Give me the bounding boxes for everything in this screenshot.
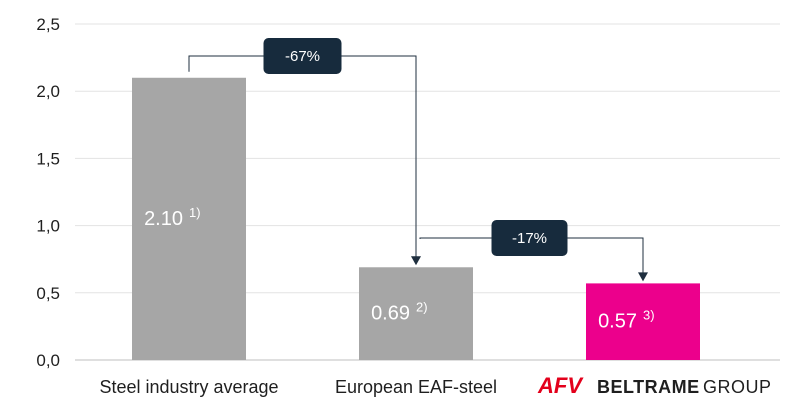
logo-brand-text: BELTRAME bbox=[597, 377, 700, 397]
callouts: -67% -17% bbox=[188, 38, 648, 282]
bar-footnote-marker: 1) bbox=[189, 205, 201, 220]
callout-arrowhead bbox=[411, 256, 421, 266]
bar-footnote-marker: 2) bbox=[416, 300, 428, 315]
y-tick-label: 0,0 bbox=[36, 351, 60, 370]
logo-group-text: GROUP bbox=[703, 377, 772, 397]
bar-footnote-marker: 3) bbox=[643, 308, 655, 323]
x-axis: Steel industry average European EAF-steel bbox=[99, 377, 497, 397]
callout-box bbox=[263, 38, 342, 74]
callout-box bbox=[491, 220, 568, 256]
category-label: European EAF-steel bbox=[335, 377, 497, 397]
bar bbox=[359, 267, 473, 360]
bar bbox=[586, 283, 700, 360]
y-tick-label: 0,5 bbox=[36, 284, 60, 303]
beltrame-logo: AFV BELTRAME GROUP bbox=[537, 373, 772, 398]
category-label: Steel industry average bbox=[99, 377, 278, 397]
callout-label: -17% bbox=[512, 230, 547, 247]
y-tick-label: 2,5 bbox=[36, 15, 60, 34]
bar-data-label: 0.69 bbox=[371, 303, 410, 325]
callout-arrowhead bbox=[638, 272, 648, 282]
afv-logo-mark: AFV bbox=[537, 373, 584, 398]
y-tick-label: 2,0 bbox=[36, 82, 60, 101]
y-tick-label: 1,0 bbox=[36, 217, 60, 236]
bars: 2.10 1) 0.69 2) 0.57 3) bbox=[132, 77, 700, 360]
bar-data-label: 0.57 bbox=[598, 311, 637, 333]
y-axis: 0,0 0,5 1,0 1,5 2,0 2,5 bbox=[36, 15, 60, 370]
bar-data-label: 2.10 bbox=[144, 208, 183, 230]
bar bbox=[132, 77, 246, 360]
callout-label: -67% bbox=[285, 48, 320, 65]
y-tick-label: 1,5 bbox=[36, 149, 60, 168]
